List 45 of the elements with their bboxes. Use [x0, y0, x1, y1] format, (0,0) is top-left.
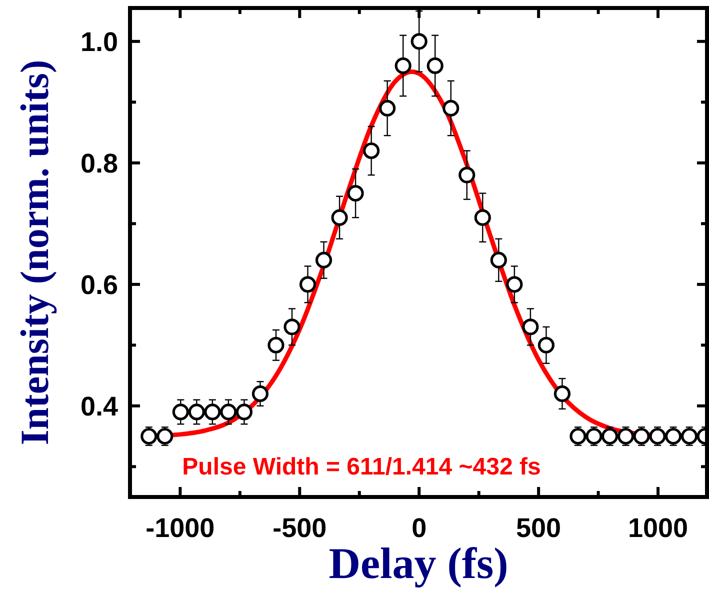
point: [649, 428, 666, 445]
x-tick-label: 1000: [628, 513, 688, 543]
point: [172, 404, 189, 420]
point: [426, 57, 444, 74]
point: [617, 428, 634, 445]
point: [681, 428, 698, 445]
point: [586, 428, 602, 445]
point: [601, 428, 618, 445]
point: [204, 404, 221, 420]
point: [284, 318, 300, 336]
point: [299, 276, 316, 293]
point: [363, 142, 380, 160]
x-tick-label: -1000: [146, 513, 215, 543]
point: [140, 428, 158, 445]
annotation: Pulse Width = 611/1.414 ~432 fs: [182, 454, 541, 481]
point: [331, 209, 348, 226]
point: [570, 428, 586, 445]
y-axis-title: Intensity (norm. units): [12, 60, 57, 446]
point: [188, 404, 205, 420]
x-tick-label: -500: [272, 513, 327, 543]
point: [442, 100, 460, 117]
y-tick-label: 0.8: [80, 148, 118, 178]
point: [379, 100, 396, 117]
point: [252, 385, 269, 402]
point: [522, 318, 539, 336]
point: [220, 404, 237, 420]
point: [315, 252, 332, 268]
y-tick-label: 0.4: [80, 391, 118, 422]
x-tick-label: 500: [516, 513, 562, 543]
y-tick-label: 1.0: [80, 26, 118, 57]
point: [506, 276, 523, 293]
point: [236, 404, 253, 420]
point: [633, 428, 650, 445]
point: [490, 252, 507, 268]
point: [538, 336, 555, 354]
point: [394, 57, 412, 74]
point: [347, 184, 364, 202]
point: [156, 428, 174, 445]
y-tick-label: 0.6: [80, 270, 118, 300]
point: [410, 33, 428, 50]
point: [554, 385, 571, 402]
point: [474, 209, 491, 226]
point: [458, 166, 476, 184]
point: [268, 336, 284, 354]
point: [665, 428, 682, 445]
